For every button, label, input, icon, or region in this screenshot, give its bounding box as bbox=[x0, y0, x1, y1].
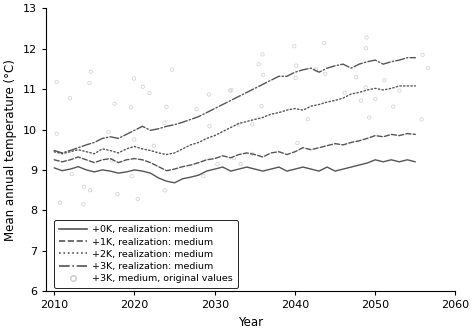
Point bbox=[320, 40, 328, 46]
Point bbox=[53, 131, 61, 137]
Point bbox=[53, 79, 61, 85]
Point bbox=[230, 156, 238, 161]
Point bbox=[357, 98, 365, 103]
Point bbox=[163, 104, 170, 110]
Point bbox=[341, 90, 348, 96]
Point bbox=[255, 62, 263, 67]
Point bbox=[362, 46, 370, 51]
Point bbox=[114, 191, 121, 197]
Point bbox=[292, 63, 300, 68]
Point bbox=[312, 67, 319, 72]
Point bbox=[130, 137, 138, 142]
Point bbox=[205, 92, 213, 97]
Point bbox=[139, 84, 146, 90]
Point bbox=[248, 151, 256, 157]
Point bbox=[146, 91, 153, 96]
Point bbox=[363, 35, 370, 40]
Point bbox=[56, 200, 64, 205]
Point bbox=[362, 85, 369, 90]
Point bbox=[134, 196, 142, 201]
Point bbox=[396, 88, 403, 93]
Point bbox=[86, 80, 93, 86]
Point bbox=[259, 52, 266, 57]
Point bbox=[214, 162, 221, 167]
Point bbox=[228, 87, 235, 93]
Point bbox=[86, 187, 94, 193]
Point bbox=[353, 75, 360, 80]
Point bbox=[365, 115, 373, 120]
Point bbox=[292, 75, 300, 81]
Point bbox=[419, 52, 426, 58]
Point bbox=[105, 130, 112, 135]
Point bbox=[127, 105, 135, 110]
Point bbox=[66, 96, 74, 101]
Point bbox=[87, 69, 94, 75]
Point bbox=[259, 72, 267, 78]
Point bbox=[80, 202, 87, 207]
Point bbox=[108, 158, 116, 163]
Y-axis label: Mean annual temperature (°C): Mean annual temperature (°C) bbox=[4, 59, 18, 241]
Point bbox=[304, 117, 311, 122]
X-axis label: Year: Year bbox=[238, 316, 264, 329]
Point bbox=[248, 122, 256, 127]
Point bbox=[237, 162, 245, 167]
Point bbox=[161, 120, 168, 125]
Point bbox=[424, 66, 432, 71]
Point bbox=[291, 44, 298, 49]
Point bbox=[258, 104, 265, 109]
Point bbox=[80, 184, 88, 189]
Point bbox=[380, 78, 388, 83]
Point bbox=[389, 104, 397, 109]
Point bbox=[235, 122, 242, 127]
Point bbox=[226, 88, 234, 93]
Point bbox=[128, 173, 136, 179]
Point bbox=[193, 107, 201, 112]
Point bbox=[372, 96, 379, 102]
Point bbox=[321, 71, 329, 77]
Point bbox=[161, 188, 169, 193]
Legend: +0K, realization: medium, +1K, realization: medium, +2K, realization: medium, +3: +0K, realization: medium, +1K, realizati… bbox=[55, 220, 237, 288]
Point bbox=[111, 101, 118, 107]
Point bbox=[130, 76, 138, 81]
Point bbox=[206, 124, 213, 129]
Point bbox=[418, 117, 425, 122]
Point bbox=[293, 140, 301, 146]
Point bbox=[68, 171, 75, 177]
Point bbox=[200, 173, 207, 179]
Point bbox=[168, 67, 176, 72]
Point bbox=[150, 143, 157, 149]
